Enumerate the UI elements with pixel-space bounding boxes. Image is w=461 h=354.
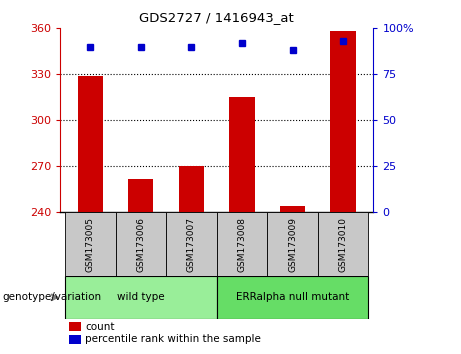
Text: GSM173005: GSM173005 (86, 217, 95, 273)
Bar (69, 335, 81, 344)
Bar (229, 97, 254, 212)
Title: GDS2727 / 1416943_at: GDS2727 / 1416943_at (139, 11, 294, 24)
Bar (331, 32, 356, 212)
Bar (318, 212, 368, 276)
Text: count: count (85, 321, 115, 332)
Text: ERRalpha null mutant: ERRalpha null mutant (236, 292, 349, 302)
Text: percentile rank within the sample: percentile rank within the sample (85, 335, 261, 344)
Bar (77, 76, 103, 212)
Bar (217, 212, 267, 276)
Bar (65, 212, 116, 276)
Bar (280, 206, 305, 212)
Bar (217, 276, 368, 319)
Text: GSM173008: GSM173008 (237, 217, 247, 273)
Text: genotype/variation: genotype/variation (2, 292, 101, 302)
Bar (179, 166, 204, 212)
Text: GSM173010: GSM173010 (338, 217, 348, 273)
Bar (116, 212, 166, 276)
Text: GSM173009: GSM173009 (288, 217, 297, 273)
Text: GSM173006: GSM173006 (136, 217, 145, 273)
Text: wild type: wild type (117, 292, 165, 302)
Bar (128, 179, 154, 212)
Bar (69, 322, 81, 331)
Bar (166, 212, 217, 276)
Bar (267, 212, 318, 276)
Bar (65, 276, 217, 319)
Text: GSM173007: GSM173007 (187, 217, 196, 273)
